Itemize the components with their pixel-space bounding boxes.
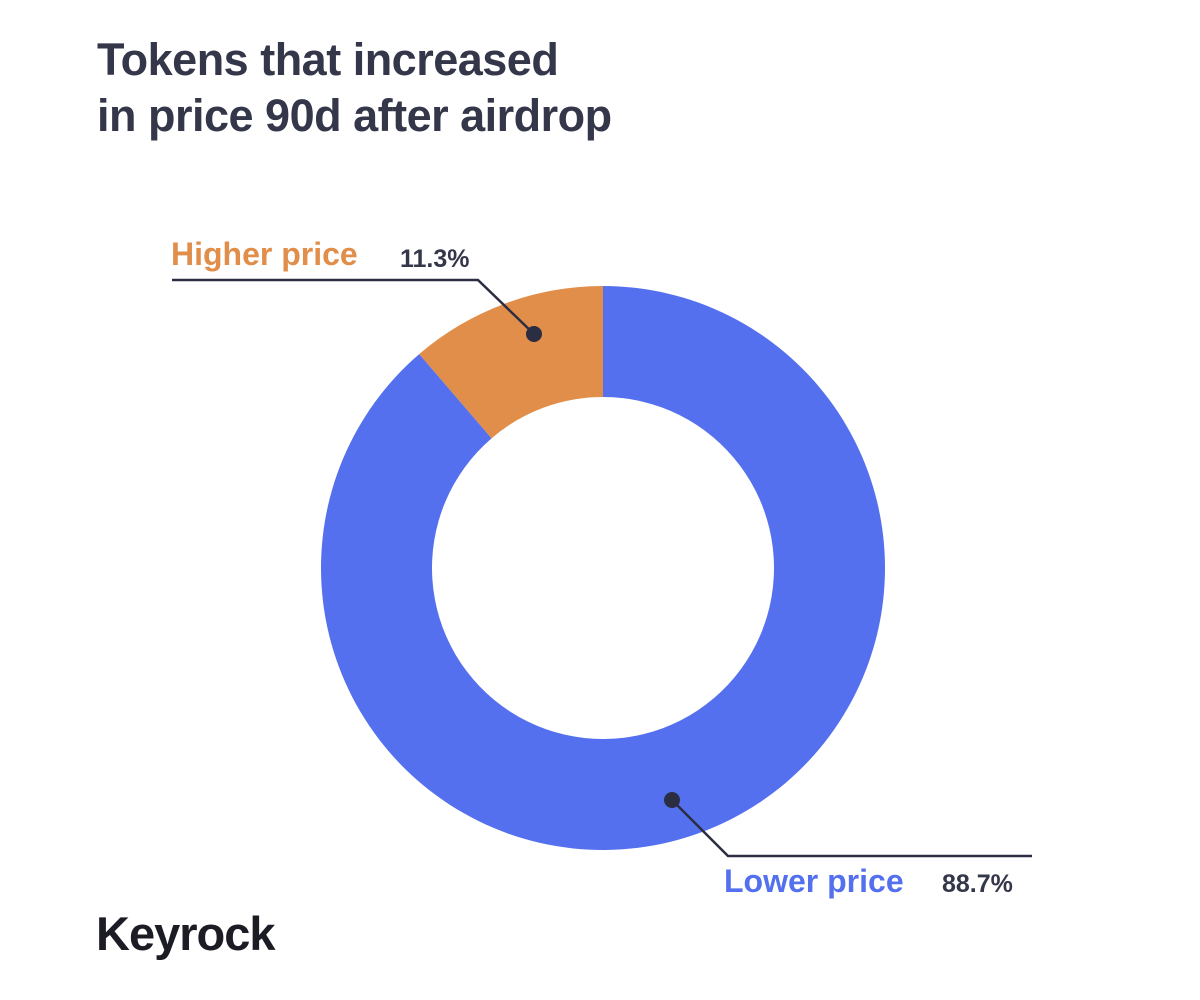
donut-slices <box>321 286 886 850</box>
slice-higher-price <box>419 286 603 439</box>
slice-lower-price <box>321 286 886 850</box>
leader-line-higher-price <box>172 278 535 335</box>
callout-higher-price: Higher price 11.3% <box>171 236 542 342</box>
chart-title-line-2: in price 90d after airdrop <box>97 90 612 141</box>
chart-title-line-1: Tokens that increased <box>97 34 559 85</box>
chart-title: Tokens that increased in price 90d after… <box>97 32 612 144</box>
value-lower-price: 88.7% <box>942 870 1013 898</box>
keyrock-logo: Keyrock <box>96 907 275 960</box>
label-lower-price: Lower price <box>724 863 904 899</box>
marker-higher-price <box>526 326 542 342</box>
leader-line-lower-price <box>671 799 1032 858</box>
callout-lower-price: Lower price 88.7% <box>664 792 1032 899</box>
value-higher-price: 11.3% <box>400 245 470 273</box>
label-higher-price: Higher price <box>171 236 358 272</box>
marker-lower-price <box>664 792 680 808</box>
